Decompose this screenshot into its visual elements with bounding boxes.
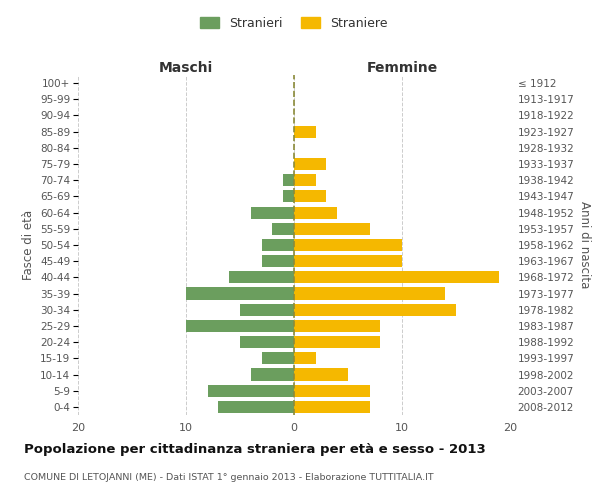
Bar <box>229 272 294 283</box>
Bar <box>294 320 380 332</box>
Bar <box>294 206 337 218</box>
Bar <box>294 401 370 413</box>
Bar <box>262 352 294 364</box>
Bar <box>262 255 294 268</box>
Bar <box>272 222 294 235</box>
Bar <box>240 304 294 316</box>
Text: COMUNE DI LETOJANNI (ME) - Dati ISTAT 1° gennaio 2013 - Elaborazione TUTTITALIA.: COMUNE DI LETOJANNI (ME) - Dati ISTAT 1°… <box>24 472 434 482</box>
Bar <box>294 158 326 170</box>
Bar <box>240 336 294 348</box>
Bar <box>294 352 316 364</box>
Bar <box>294 272 499 283</box>
Bar <box>294 336 380 348</box>
Bar <box>186 288 294 300</box>
Bar <box>186 320 294 332</box>
Bar <box>294 239 402 251</box>
Bar <box>294 222 370 235</box>
Bar <box>283 190 294 202</box>
Text: Maschi: Maschi <box>159 61 213 75</box>
Bar <box>251 368 294 380</box>
Bar <box>218 401 294 413</box>
Text: Femmine: Femmine <box>367 61 437 75</box>
Bar <box>294 304 456 316</box>
Bar <box>294 368 348 380</box>
Bar <box>283 174 294 186</box>
Bar <box>294 126 316 138</box>
Bar <box>208 384 294 397</box>
Bar <box>294 190 326 202</box>
Bar <box>294 255 402 268</box>
Bar <box>294 384 370 397</box>
Bar <box>294 288 445 300</box>
Y-axis label: Anni di nascita: Anni di nascita <box>578 202 591 288</box>
Legend: Stranieri, Straniere: Stranieri, Straniere <box>196 12 392 34</box>
Y-axis label: Fasce di età: Fasce di età <box>22 210 35 280</box>
Bar <box>294 174 316 186</box>
Bar <box>251 206 294 218</box>
Bar <box>262 239 294 251</box>
Text: Popolazione per cittadinanza straniera per età e sesso - 2013: Popolazione per cittadinanza straniera p… <box>24 442 486 456</box>
